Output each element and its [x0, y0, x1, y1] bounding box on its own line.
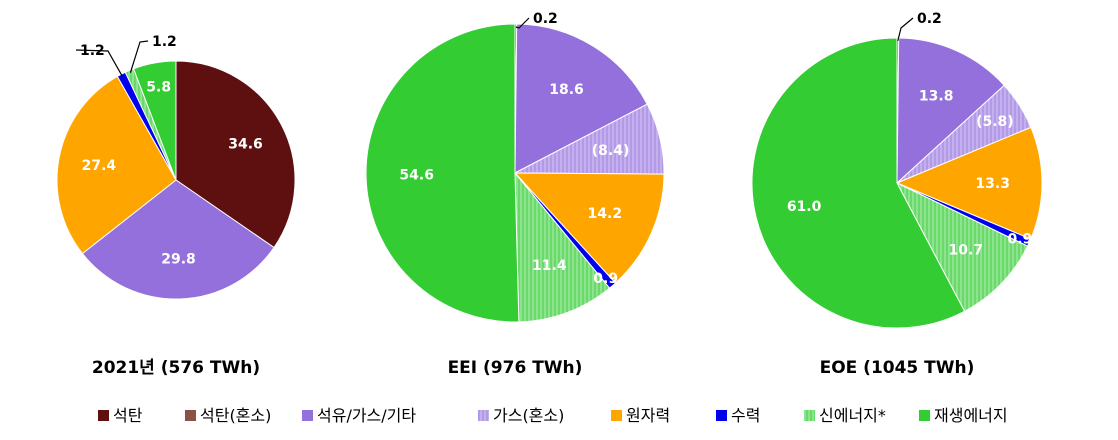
legend-item: 신에너지*	[804, 406, 886, 425]
pie-slice-6	[132, 60, 177, 181]
pie-slice-2	[514, 23, 648, 174]
slice-label: 10.7	[949, 243, 984, 259]
legend-label: 수력	[731, 406, 760, 425]
pie-chart-eei: 0.2 18.6 (8.4) 14.2 0.9 11.4 54.6	[365, 11, 665, 323]
slice-label: 29.8	[161, 252, 196, 268]
legend: 석탄 석탄(혼소) 석유/가스/기타 가스(혼소) 원자력 수력 신에너지* 재생에너지	[98, 406, 1008, 425]
legend-item: 원자력	[611, 406, 670, 425]
pie-slice-6	[895, 181, 1029, 312]
pie-chart-2021: 34.6 29.8 27.4 1.2 1.2 5.8	[56, 34, 296, 300]
legend-swatch	[478, 410, 489, 421]
chart-title-2021: 2021년 (576 TWh)	[92, 358, 260, 378]
callout-line	[129, 40, 149, 73]
slice-label: 27.4	[82, 158, 117, 174]
slice-label: 54.6	[399, 167, 434, 183]
legend-item: 석탄(혼소)	[185, 406, 271, 425]
slice-label: 5.8	[146, 79, 171, 95]
legend-item: 석탄	[98, 406, 143, 425]
callout-line	[515, 17, 530, 29]
legend-label: 원자력	[626, 406, 670, 425]
slice-label: 0.2	[917, 11, 942, 27]
legend-swatch	[919, 410, 930, 421]
legend-label: 석탄	[113, 406, 143, 425]
pie-slice-4	[895, 126, 1043, 240]
slice-label: 13.8	[919, 89, 954, 105]
legend-swatch	[716, 410, 727, 421]
legend-item: 석유/가스/기타	[302, 406, 416, 425]
legend-item: 가스(혼소)	[478, 406, 564, 425]
legend-label: 신에너지*	[819, 406, 886, 425]
legend-label: 석탄(혼소)	[200, 406, 271, 425]
slice-label: 0.9	[1007, 231, 1032, 247]
slice-label: 0.2	[533, 11, 558, 27]
callout-line	[75, 49, 123, 77]
slice-label: 14.2	[588, 206, 623, 222]
pie-slice-4	[513, 172, 665, 284]
legend-item: 수력	[716, 406, 760, 425]
callout-line	[897, 17, 914, 42]
legend-swatch	[185, 410, 196, 421]
slice-label: 18.6	[549, 82, 584, 98]
legend-label: 재생에너지	[934, 406, 1008, 425]
legend-swatch	[804, 410, 815, 421]
slice-label: 1.2	[80, 43, 105, 59]
pie-slice-7	[365, 23, 520, 323]
pie-slice-7	[751, 37, 966, 329]
slice-label: 11.4	[532, 258, 567, 274]
legend-label: 가스(혼소)	[493, 406, 564, 425]
legend-label: 석유/가스/기타	[317, 406, 416, 425]
pie-slice-6	[514, 171, 611, 323]
legend-swatch	[98, 410, 109, 421]
pie-slice-2	[81, 179, 275, 300]
legend-swatch	[611, 410, 622, 421]
chart-title-eoe: EOE (1045 TWh)	[820, 358, 975, 378]
pie-slice-2	[896, 37, 1005, 185]
slice-label: 1.2	[152, 34, 177, 50]
pie-chart-eoe: 0.2 13.8 (5.8) 13.3 0.9 10.7 61.0	[751, 11, 1043, 329]
slice-label: 34.6	[228, 137, 263, 153]
slice-label: (8.4)	[592, 143, 630, 159]
legend-item: 재생에너지	[919, 406, 1008, 425]
legend-swatch	[302, 410, 313, 421]
pie-slice-1	[175, 60, 296, 249]
slice-label: 0.9	[593, 271, 618, 287]
slice-label: 13.3	[975, 176, 1010, 192]
pie-slice-3	[56, 75, 177, 255]
chart-title-eei: EEI (976 TWh)	[448, 358, 583, 378]
slice-label: 61.0	[787, 199, 822, 215]
slice-label: (5.8)	[976, 114, 1014, 130]
